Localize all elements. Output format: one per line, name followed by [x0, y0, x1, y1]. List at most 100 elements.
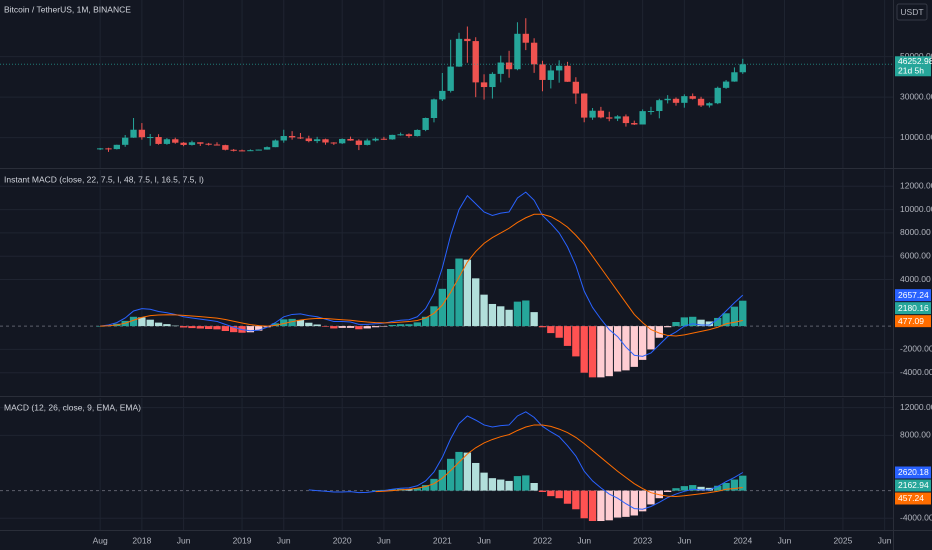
y-tick-label: 10000.00 — [900, 132, 932, 142]
histogram-bar — [388, 489, 396, 491]
histogram-bar — [455, 258, 463, 327]
histogram-bar — [739, 300, 747, 327]
candle-body — [347, 138, 354, 141]
histogram-bar — [538, 326, 547, 328]
candle-body — [639, 111, 646, 125]
candle-body — [439, 90, 446, 100]
x-tick-label: Aug — [93, 535, 108, 545]
histogram-bar — [522, 475, 530, 491]
value-label-box — [895, 315, 931, 328]
value-label: 2180.16 — [898, 303, 929, 313]
histogram-bar — [330, 326, 338, 329]
histogram-bar — [605, 326, 613, 377]
candle-body — [447, 66, 454, 91]
candle-body — [222, 145, 229, 150]
candle-body — [188, 142, 196, 145]
currency-label[interactable]: USDT — [900, 7, 923, 17]
candle-body — [313, 139, 321, 142]
histogram-bar — [280, 319, 288, 327]
candle-body — [230, 149, 237, 151]
value-label-box — [895, 289, 931, 302]
candle-body — [706, 103, 713, 106]
histogram-bar — [622, 326, 630, 371]
histogram-bar — [430, 306, 438, 327]
histogram-bar — [413, 488, 421, 491]
histogram-bar — [129, 316, 138, 327]
candle-body — [722, 81, 730, 88]
histogram-bar — [597, 490, 605, 522]
histogram-bar — [638, 326, 647, 360]
candle-body — [422, 118, 429, 130]
histogram-bar — [547, 490, 555, 497]
x-tick-label: Jun — [277, 535, 291, 545]
y-tick-label: 30000.00 — [900, 91, 932, 101]
histogram-bar — [672, 322, 680, 327]
histogram-bar — [421, 485, 430, 491]
histogram-bar — [463, 259, 472, 327]
histogram-bar — [438, 288, 446, 327]
histogram-bar — [580, 326, 588, 373]
histogram-bar — [396, 324, 405, 327]
histogram-bar — [630, 326, 638, 367]
candle-body — [213, 144, 221, 146]
candle-body — [672, 98, 680, 103]
histogram-bar — [463, 452, 472, 491]
histogram-bar — [555, 490, 563, 499]
pane-title: Bitcoin / TetherUS, 1M, BINANCE — [4, 4, 131, 14]
histogram-bar — [547, 326, 555, 334]
histogram-bar — [138, 317, 146, 327]
value-label-box — [895, 492, 931, 505]
candle-body — [689, 96, 696, 99]
candle-body — [539, 64, 546, 80]
histogram-bar — [613, 490, 622, 518]
last-price-box — [895, 56, 931, 77]
x-tick-label: 2022 — [533, 535, 552, 545]
x-tick-label: Jun — [377, 535, 391, 545]
histogram-bar — [371, 490, 380, 491]
candle-body — [414, 129, 421, 137]
y-tick-label: 12000.00 — [900, 181, 932, 191]
histogram-bar — [714, 317, 722, 327]
histogram-bar — [563, 490, 572, 504]
x-tick-label: Jun — [177, 535, 191, 545]
y-tick-label: 8000.00 — [900, 430, 931, 440]
histogram-bar — [588, 326, 597, 378]
candle-body — [105, 148, 112, 150]
histogram-bar — [630, 490, 638, 516]
candle-body — [288, 136, 296, 138]
candle-body — [155, 137, 162, 144]
value-label-box — [895, 479, 931, 492]
y-tick-label: 10000.00 — [900, 204, 932, 214]
value-label: 477.09 — [898, 316, 924, 326]
histogram-bar — [605, 490, 613, 521]
candle-body — [555, 65, 563, 71]
x-tick-label: 2021 — [433, 535, 452, 545]
x-tick-label: Jun — [878, 535, 892, 545]
candle-body — [355, 140, 363, 145]
histogram-bar — [388, 324, 396, 327]
value-label: 2657.24 — [898, 290, 929, 300]
histogram-bar — [230, 326, 238, 333]
y-tick-label: 50000.00 — [900, 51, 932, 61]
candle-body — [489, 73, 496, 88]
histogram-bar — [505, 309, 513, 327]
x-tick-label: 2020 — [333, 535, 352, 545]
y-tick-label: 4000.00 — [900, 274, 931, 284]
candle-body — [163, 139, 171, 144]
x-tick-label: 2025 — [833, 535, 852, 545]
histogram-bar — [613, 326, 622, 372]
x-tick-label: Jun — [778, 535, 792, 545]
candle-body — [172, 139, 179, 143]
candle-body — [122, 137, 129, 145]
histogram-bar — [488, 478, 497, 491]
candle-body — [197, 142, 204, 144]
candle-body — [697, 98, 705, 106]
histogram-bar — [321, 326, 330, 327]
candle-body — [397, 134, 404, 136]
histogram-bar — [196, 326, 204, 329]
candle-body — [138, 129, 146, 138]
candle-body — [739, 64, 746, 73]
currency-button[interactable] — [896, 3, 928, 21]
